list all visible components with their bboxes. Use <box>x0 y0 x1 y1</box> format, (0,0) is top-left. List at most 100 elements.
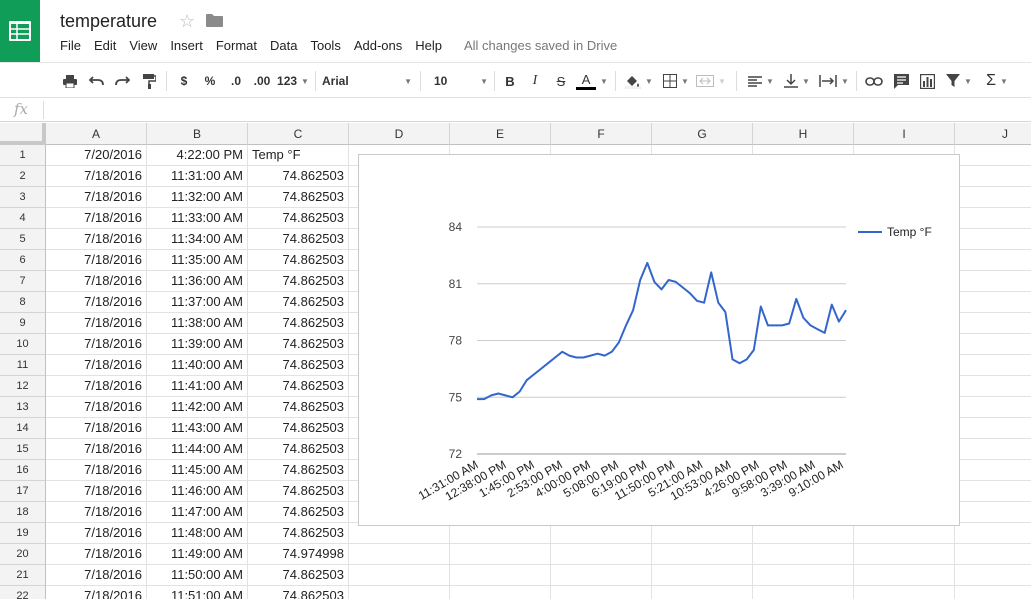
cell-a[interactable]: 7/18/2016 <box>46 313 147 334</box>
cell-a[interactable]: 7/18/2016 <box>46 166 147 187</box>
cell-b[interactable]: 11:41:00 AM <box>147 376 248 397</box>
align-horizontal-icon[interactable]: ▼ <box>745 71 777 91</box>
cell-empty[interactable] <box>753 544 854 565</box>
cell-b[interactable]: 11:34:00 AM <box>147 229 248 250</box>
menu-insert[interactable]: Insert <box>170 38 203 53</box>
row-header[interactable]: 17 <box>0 481 46 502</box>
cell-empty[interactable] <box>753 523 854 544</box>
paint-format-icon[interactable] <box>139 71 159 91</box>
star-icon[interactable]: ☆ <box>179 11 196 31</box>
cell-c[interactable]: 74.862503 <box>248 565 349 586</box>
cell-b[interactable]: 11:44:00 AM <box>147 439 248 460</box>
column-header-i[interactable]: I <box>854 123 955 145</box>
cell-a[interactable]: 7/18/2016 <box>46 544 147 565</box>
cell-empty[interactable] <box>955 502 1031 523</box>
menu-addons[interactable]: Add-ons <box>353 38 403 53</box>
cell-empty[interactable] <box>652 586 753 599</box>
cell-b[interactable]: 11:51:00 AM <box>147 586 248 599</box>
font-family-select[interactable]: Arial ▼ <box>322 74 412 88</box>
cell-a[interactable]: 7/18/2016 <box>46 565 147 586</box>
cell-empty[interactable] <box>349 586 450 599</box>
cell-a[interactable]: 7/18/2016 <box>46 187 147 208</box>
bold-button[interactable]: B <box>505 73 515 89</box>
cell-a[interactable]: 7/18/2016 <box>46 376 147 397</box>
cell-empty[interactable] <box>450 544 551 565</box>
cell-c[interactable]: 74.862503 <box>248 271 349 292</box>
row-header[interactable]: 3 <box>0 187 46 208</box>
cell-c[interactable]: 74.862503 <box>248 355 349 376</box>
cell-empty[interactable] <box>955 397 1031 418</box>
insert-chart-icon[interactable] <box>916 71 938 91</box>
menu-view[interactable]: View <box>129 38 158 53</box>
cell-b[interactable]: 11:48:00 AM <box>147 523 248 544</box>
fill-color-icon[interactable]: ▼ <box>622 71 656 91</box>
cell-empty[interactable] <box>955 376 1031 397</box>
align-vertical-icon[interactable]: ▼ <box>781 71 813 91</box>
cell-a[interactable]: 7/18/2016 <box>46 586 147 599</box>
cell-empty[interactable] <box>854 586 955 599</box>
increase-decimal-button[interactable]: .00 <box>250 71 274 91</box>
formula-input[interactable] <box>50 102 1010 118</box>
cell-b[interactable]: 11:39:00 AM <box>147 334 248 355</box>
cell-c[interactable]: 74.862503 <box>248 502 349 523</box>
merge-cells-icon[interactable]: ▼ <box>695 71 727 91</box>
cell-b[interactable]: 11:38:00 AM <box>147 313 248 334</box>
cell-c[interactable]: 74.862503 <box>248 250 349 271</box>
row-header[interactable]: 22 <box>0 586 46 599</box>
cell-empty[interactable] <box>854 565 955 586</box>
column-header-d[interactable]: D <box>349 123 450 145</box>
cell-a[interactable]: 7/18/2016 <box>46 334 147 355</box>
cell-c[interactable]: 74.862503 <box>248 187 349 208</box>
column-header-b[interactable]: B <box>147 123 248 145</box>
cell-b[interactable]: 11:46:00 AM <box>147 481 248 502</box>
menu-data[interactable]: Data <box>270 38 298 53</box>
column-header-h[interactable]: H <box>753 123 854 145</box>
row-header[interactable]: 14 <box>0 418 46 439</box>
cell-c[interactable]: 74.974998 <box>248 544 349 565</box>
select-all-corner[interactable] <box>0 123 46 145</box>
column-header-c[interactable]: C <box>248 123 349 145</box>
sheets-logo[interactable] <box>0 0 40 62</box>
cell-b[interactable]: 11:37:00 AM <box>147 292 248 313</box>
column-header-j[interactable]: J <box>955 123 1031 145</box>
cell-a[interactable]: 7/18/2016 <box>46 208 147 229</box>
cell-empty[interactable] <box>349 565 450 586</box>
cell-c[interactable]: 74.862503 <box>248 460 349 481</box>
cell-empty[interactable] <box>955 565 1031 586</box>
cell-empty[interactable] <box>955 586 1031 599</box>
strikethrough-button[interactable]: S <box>556 73 566 89</box>
more-formats-button[interactable]: 123 ▼ <box>277 74 309 88</box>
cell-empty[interactable] <box>955 271 1031 292</box>
cell-empty[interactable] <box>955 334 1031 355</box>
cell-c[interactable]: 74.862503 <box>248 586 349 599</box>
menu-tools[interactable]: Tools <box>310 38 341 53</box>
cell-empty[interactable] <box>551 523 652 544</box>
cell-empty[interactable] <box>854 544 955 565</box>
cell-empty[interactable] <box>955 229 1031 250</box>
cell-empty[interactable] <box>551 586 652 599</box>
cell-b[interactable]: 4:22:00 PM <box>147 145 248 166</box>
cell-empty[interactable] <box>955 250 1031 271</box>
row-header[interactable]: 8 <box>0 292 46 313</box>
redo-icon[interactable] <box>112 71 132 91</box>
cell-empty[interactable] <box>652 523 753 544</box>
cell-b[interactable]: 11:49:00 AM <box>147 544 248 565</box>
row-header[interactable]: 15 <box>0 439 46 460</box>
row-header[interactable]: 18 <box>0 502 46 523</box>
column-header-f[interactable]: F <box>551 123 652 145</box>
column-header-g[interactable]: G <box>652 123 753 145</box>
folder-icon[interactable] <box>206 14 223 32</box>
row-header[interactable]: 5 <box>0 229 46 250</box>
row-header[interactable]: 1 <box>0 145 46 166</box>
cell-empty[interactable] <box>955 355 1031 376</box>
cell-b[interactable]: 11:33:00 AM <box>147 208 248 229</box>
cell-empty[interactable] <box>450 586 551 599</box>
row-header[interactable]: 13 <box>0 397 46 418</box>
cell-empty[interactable] <box>955 292 1031 313</box>
cell-b[interactable]: 11:40:00 AM <box>147 355 248 376</box>
cell-a[interactable]: 7/18/2016 <box>46 460 147 481</box>
cell-empty[interactable] <box>450 523 551 544</box>
cell-empty[interactable] <box>551 565 652 586</box>
cell-c[interactable]: 74.862503 <box>248 334 349 355</box>
print-icon[interactable] <box>60 71 80 91</box>
